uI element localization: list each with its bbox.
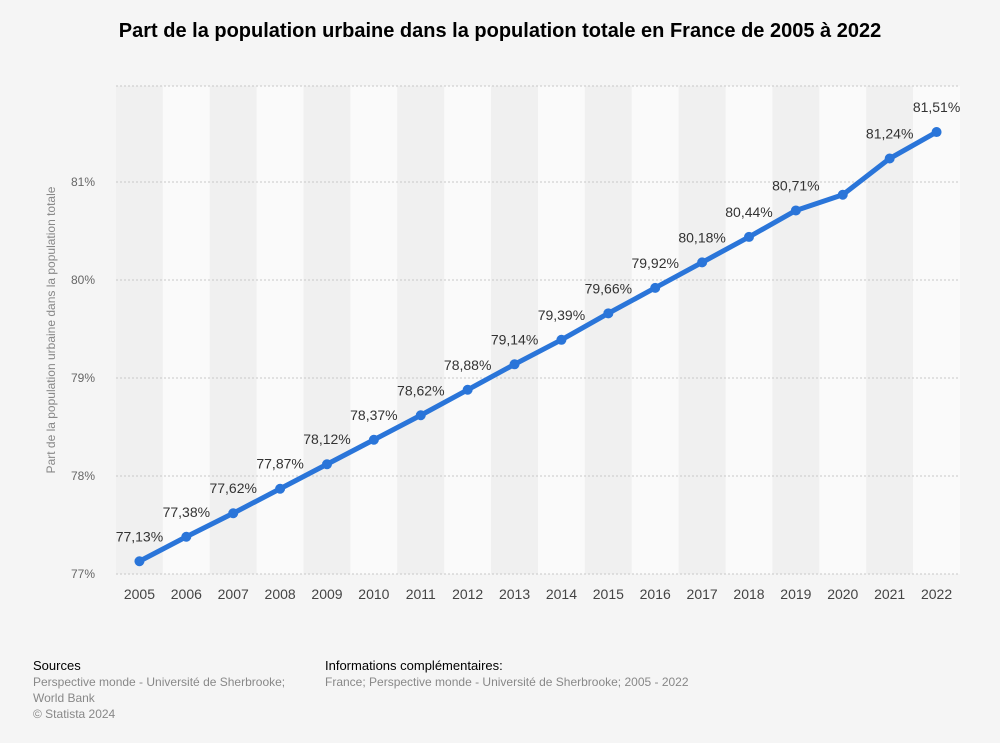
column-band bbox=[584, 86, 632, 574]
y-tick-label: 80% bbox=[71, 273, 95, 287]
x-tick-label: 2008 bbox=[265, 586, 296, 602]
sources-line: World Bank bbox=[33, 691, 95, 705]
line-chart: 77% 78% 79% 80% 81% 2005 2006 2007 2008 2009 2010… bbox=[44, 85, 961, 602]
info-heading: Informations complémentaires: bbox=[325, 658, 503, 673]
sources-line: Perspective monde - Université de Sherbr… bbox=[33, 675, 286, 689]
x-axis-ticks: 2005 2006 2007 2008 2009 2010 2011 2012 2013 2014… bbox=[124, 586, 952, 602]
data-label: 78,37% bbox=[350, 407, 397, 423]
column-band bbox=[725, 86, 773, 574]
data-label: 78,88% bbox=[444, 357, 491, 373]
x-tick-label: 2006 bbox=[171, 586, 202, 602]
y-tick-label: 79% bbox=[71, 371, 95, 385]
data-label: 78,62% bbox=[397, 382, 444, 398]
x-tick-label: 2017 bbox=[687, 586, 718, 602]
copyright: © Statista 2024 bbox=[33, 707, 116, 721]
data-point bbox=[181, 531, 192, 542]
sources-heading: Sources bbox=[33, 658, 81, 673]
data-label: 80,71% bbox=[772, 177, 819, 193]
footer-info: Informations complémentaires: France; Pe… bbox=[325, 658, 689, 690]
x-tick-label: 2019 bbox=[780, 586, 811, 602]
data-label: 81,51% bbox=[913, 99, 960, 115]
data-point bbox=[884, 153, 895, 164]
y-axis-label: Part de la population urbaine dans la po… bbox=[44, 186, 58, 473]
data-points bbox=[134, 127, 942, 567]
data-label: 78,12% bbox=[303, 431, 350, 447]
data-point bbox=[228, 508, 239, 519]
column-band bbox=[631, 86, 679, 574]
column-band bbox=[866, 86, 914, 574]
series-line bbox=[136, 129, 940, 564]
data-point bbox=[931, 127, 942, 138]
data-label: 79,92% bbox=[631, 255, 678, 271]
data-point bbox=[134, 556, 145, 567]
data-label: 80,44% bbox=[725, 204, 772, 220]
column-band bbox=[772, 86, 820, 574]
data-point bbox=[744, 231, 754, 242]
x-tick-label: 2011 bbox=[406, 586, 436, 602]
column-band bbox=[303, 86, 351, 574]
x-tick-label: 2022 bbox=[921, 586, 952, 602]
x-tick-label: 2021 bbox=[874, 586, 905, 602]
x-tick-label: 2005 bbox=[124, 586, 155, 602]
data-label: 79,39% bbox=[538, 307, 585, 323]
column-bands bbox=[116, 86, 960, 574]
data-label: 81,24% bbox=[866, 126, 913, 142]
column-band bbox=[913, 86, 960, 574]
column-band bbox=[162, 86, 210, 574]
data-point bbox=[603, 308, 614, 319]
column-band bbox=[678, 86, 726, 574]
y-tick-label: 81% bbox=[71, 175, 95, 189]
column-band bbox=[819, 86, 867, 574]
x-tick-label: 2010 bbox=[358, 586, 389, 602]
y-tick-label: 77% bbox=[71, 567, 95, 581]
data-label: 77,38% bbox=[163, 504, 210, 520]
data-point bbox=[415, 410, 426, 421]
footer-sources: Sources Perspective monde - Université d… bbox=[33, 658, 285, 722]
data-point bbox=[697, 257, 708, 268]
y-axis-ticks: 77% 78% 79% 80% 81% bbox=[71, 175, 95, 581]
data-point bbox=[790, 205, 801, 216]
data-point bbox=[509, 359, 520, 370]
data-point bbox=[837, 189, 848, 200]
data-point bbox=[556, 334, 567, 345]
x-tick-label: 2014 bbox=[546, 586, 577, 602]
data-point bbox=[322, 459, 332, 470]
x-tick-label: 2007 bbox=[218, 586, 249, 602]
column-band bbox=[444, 86, 492, 574]
data-label: 79,66% bbox=[585, 280, 632, 296]
data-label: 77,87% bbox=[256, 456, 303, 472]
x-tick-label: 2015 bbox=[593, 586, 624, 602]
data-point bbox=[462, 384, 473, 395]
x-tick-label: 2009 bbox=[311, 586, 342, 602]
x-tick-label: 2020 bbox=[827, 586, 858, 602]
data-label: 80,18% bbox=[678, 229, 725, 245]
data-label: 79,14% bbox=[491, 331, 538, 347]
data-label: 77,62% bbox=[209, 480, 256, 496]
column-band bbox=[116, 86, 163, 574]
column-band bbox=[209, 86, 257, 574]
data-point bbox=[368, 434, 379, 445]
data-labels: 77,13%77,38% 77,62%77,87%78,12%78,37%78,6… bbox=[116, 99, 961, 544]
x-tick-label: 2018 bbox=[733, 586, 764, 602]
data-point bbox=[275, 483, 286, 494]
data-label: 77,13% bbox=[116, 528, 163, 544]
data-point bbox=[650, 282, 661, 293]
gridlines bbox=[116, 85, 960, 575]
column-band bbox=[491, 86, 538, 574]
column-band bbox=[397, 86, 445, 574]
chart-title: Part de la population urbaine dans la po… bbox=[118, 20, 882, 42]
x-tick-label: 2012 bbox=[452, 586, 483, 602]
x-tick-label: 2013 bbox=[499, 586, 530, 602]
column-band bbox=[256, 86, 304, 574]
x-tick-label: 2016 bbox=[640, 586, 671, 602]
y-tick-label: 78% bbox=[71, 469, 95, 483]
info-line: France; Perspective monde - Université d… bbox=[325, 675, 689, 689]
column-band bbox=[350, 86, 398, 574]
